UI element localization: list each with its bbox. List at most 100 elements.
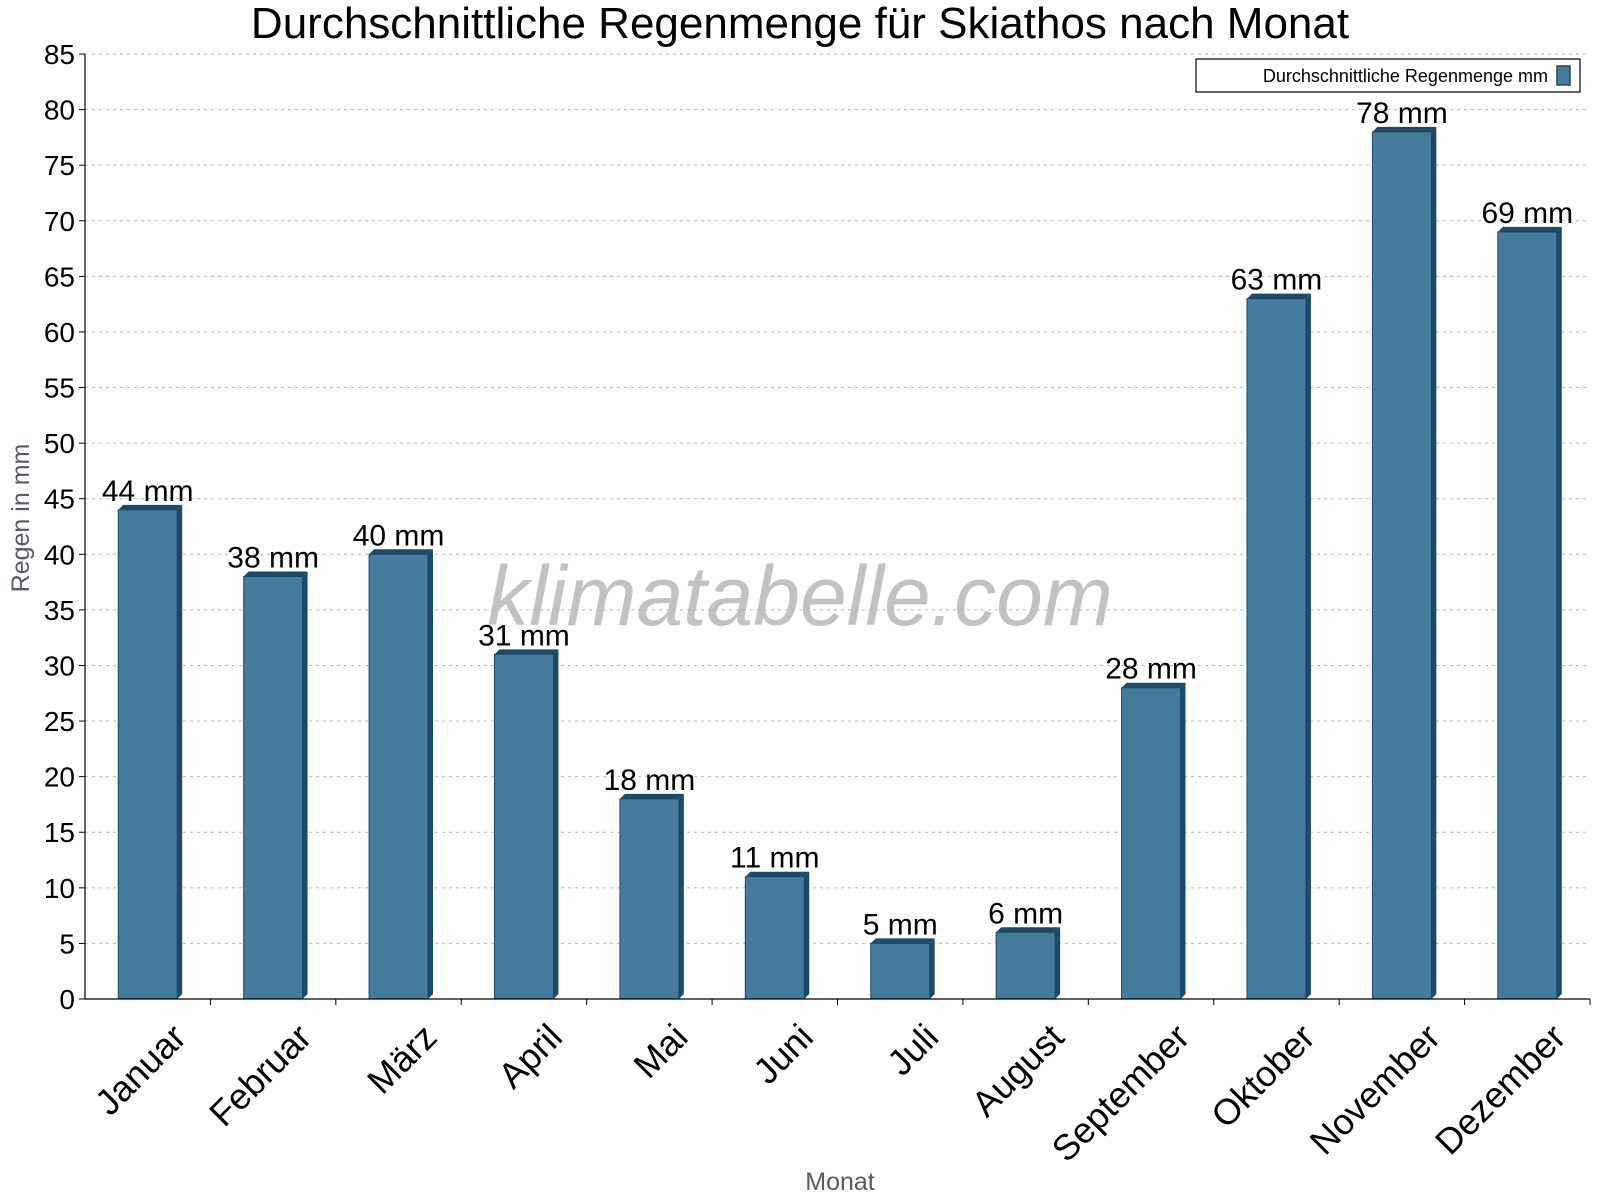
bar-top	[619, 793, 684, 799]
y-tick-label: 45	[44, 484, 75, 515]
bar-group	[1371, 126, 1437, 1000]
bar	[1246, 298, 1307, 1000]
bar-group	[368, 549, 434, 1000]
legend-swatch	[1556, 65, 1571, 86]
y-tick-label: 80	[44, 95, 75, 126]
bar-top	[870, 938, 935, 944]
bar-top	[1246, 293, 1311, 299]
bar-top	[243, 571, 308, 577]
bar-group	[1246, 293, 1311, 1000]
bar-side	[1431, 126, 1437, 999]
bar	[1121, 687, 1182, 1000]
bar-group	[117, 504, 183, 1000]
x-tick-label: Dezember	[1427, 1016, 1573, 1162]
bar	[243, 576, 304, 1000]
bar-top	[494, 649, 559, 655]
bar-top	[1121, 682, 1186, 688]
bar-side	[804, 871, 810, 999]
bar-side	[678, 793, 684, 999]
y-tick-label: 25	[44, 706, 75, 737]
bar-value-label: 6 mm	[988, 897, 1063, 930]
bar-top	[369, 549, 434, 555]
x-tick-label: August	[963, 1016, 1071, 1124]
bar-value-label: 11 mm	[730, 842, 819, 875]
bar-value-label: 40 mm	[353, 519, 445, 552]
bar	[1497, 231, 1558, 1000]
bar-top	[118, 504, 183, 510]
y-tick-label: 55	[44, 373, 75, 404]
bar-value-label: 69 mm	[1481, 197, 1573, 230]
bar-group	[1121, 682, 1186, 1000]
bar-value-label: 18 mm	[604, 764, 696, 797]
x-tick-label: Mai	[625, 1016, 695, 1086]
bar-value-label: 5 mm	[863, 908, 938, 941]
bar	[995, 931, 1056, 1000]
bar-group	[493, 649, 559, 1000]
y-tick-label: 10	[44, 873, 75, 904]
axes	[79, 53, 1591, 1005]
bar-top	[1372, 126, 1437, 132]
x-tick-label: Oktober	[1203, 1016, 1323, 1136]
y-tick-label: 85	[44, 39, 75, 70]
y-tick-label: 5	[59, 928, 75, 959]
y-tick-label: 50	[44, 428, 75, 459]
bar-side	[302, 571, 308, 999]
bar	[117, 509, 178, 1000]
legend-box	[1195, 58, 1581, 93]
bar-side	[1180, 682, 1186, 999]
x-tick-label: Juli	[879, 1016, 946, 1083]
bar-group	[243, 571, 308, 1000]
bar-value-label: 63 mm	[1231, 264, 1323, 297]
data-labels: 44 mm 38 mm 40 mm 31 mm 18 mm 11 mm 5 mm 6 mm 28…	[102, 97, 1573, 942]
bar	[368, 553, 429, 1000]
bar	[870, 942, 931, 1000]
bar-side	[1305, 293, 1311, 999]
y-tick-label: 40	[44, 539, 75, 570]
y-tick-label: 15	[44, 817, 75, 848]
y-tick-label: 65	[44, 261, 75, 292]
bar-group	[870, 938, 935, 1000]
bar-group	[1497, 226, 1562, 1000]
legend-label: Durchschnittliche Regenmenge mm	[1263, 66, 1548, 86]
y-axis-title: Regen in mm	[7, 444, 35, 593]
grid-lines	[85, 53, 1590, 944]
x-tick-label: Juni	[745, 1016, 821, 1092]
y-tick-label: 60	[44, 317, 75, 348]
x-axis-title: Monat	[805, 1168, 875, 1196]
bar-top	[1497, 226, 1562, 232]
x-tick-label: November	[1302, 1016, 1448, 1162]
y-tick-label: 35	[44, 595, 75, 626]
chart-title: Durchschnittliche Regenmenge für Skiatho…	[251, 0, 1349, 48]
bar	[619, 798, 680, 1000]
y-tick-label: 70	[44, 206, 75, 237]
bar-value-label: 31 mm	[478, 619, 570, 652]
bar-side	[177, 504, 183, 999]
x-tick-label: Februar	[201, 1016, 319, 1134]
x-tick-label: September	[1044, 1016, 1198, 1170]
y-tick-label: 20	[44, 762, 75, 793]
x-tick-label: April	[490, 1016, 570, 1096]
bar-value-label: 78 mm	[1356, 97, 1448, 130]
bar	[744, 876, 805, 1000]
legend: Durchschnittliche Regenmenge mm	[1195, 58, 1581, 93]
bar	[493, 653, 554, 1000]
bars	[117, 126, 1562, 1000]
bar-top	[745, 871, 810, 877]
y-tick-label: 75	[44, 150, 75, 181]
watermark: klimatabelle.com	[487, 549, 1113, 643]
bar-group	[995, 927, 1061, 1000]
bar-group	[744, 871, 810, 1000]
bar-top	[996, 927, 1061, 933]
y-tick-label: 30	[44, 650, 75, 681]
bar-side	[553, 649, 559, 999]
bar-group	[619, 793, 684, 1000]
bar-value-label: 44 mm	[102, 475, 194, 508]
bar-value-label: 38 mm	[227, 542, 319, 575]
bar-side	[428, 549, 434, 999]
bar-side	[1055, 927, 1061, 999]
bar	[1371, 131, 1432, 1000]
x-tick-label: Januar	[87, 1016, 194, 1123]
bar-side	[929, 938, 935, 999]
y-tick-label: 0	[59, 984, 75, 1015]
